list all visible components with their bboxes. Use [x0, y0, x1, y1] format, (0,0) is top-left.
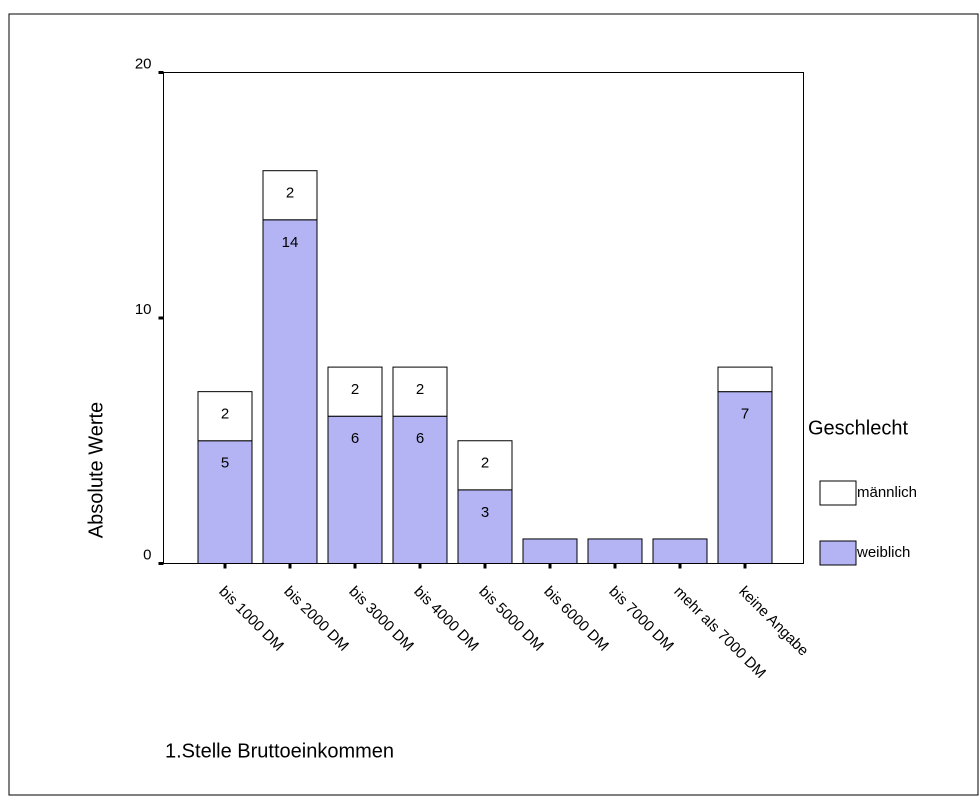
legend-swatch	[819, 540, 857, 566]
bar-segment	[457, 489, 513, 565]
value-label: 2	[416, 381, 424, 398]
y-tick-label: 0	[143, 546, 151, 563]
bar-segment	[262, 170, 318, 221]
value-label: 7	[741, 406, 749, 423]
value-label: 3	[481, 504, 489, 521]
y-axis-title: Absolute Werte	[85, 402, 107, 538]
bar-segment	[197, 391, 253, 442]
value-label: 14	[282, 234, 299, 251]
legend-swatch	[819, 480, 857, 506]
bar-segment	[587, 538, 643, 565]
y-tick-label: 20	[135, 55, 152, 72]
legend-label: männlich	[857, 484, 917, 501]
value-label: 6	[416, 430, 424, 447]
value-label: 2	[221, 406, 229, 423]
bar-segment	[457, 440, 513, 491]
value-label: 5	[221, 455, 229, 472]
bar-segment	[327, 366, 383, 417]
bar-segment	[327, 415, 383, 565]
bar-segment	[392, 366, 448, 417]
bar-segment	[197, 440, 253, 564]
bar-segment	[717, 391, 773, 564]
frame	[8, 13, 979, 796]
bar-segment	[522, 538, 578, 565]
legend-title: Geschlecht	[808, 417, 908, 439]
x-axis-title: 1.Stelle Bruttoeinkommen	[165, 740, 394, 762]
value-label: 6	[351, 430, 359, 447]
value-label: 2	[286, 185, 294, 202]
value-label: 2	[351, 381, 359, 398]
value-label: 2	[481, 455, 489, 472]
legend-label: weiblich	[856, 544, 910, 561]
bar-segment	[652, 538, 708, 565]
y-tick-label: 10	[135, 301, 152, 318]
bar-segment	[717, 366, 773, 393]
bar-segment	[262, 219, 318, 565]
